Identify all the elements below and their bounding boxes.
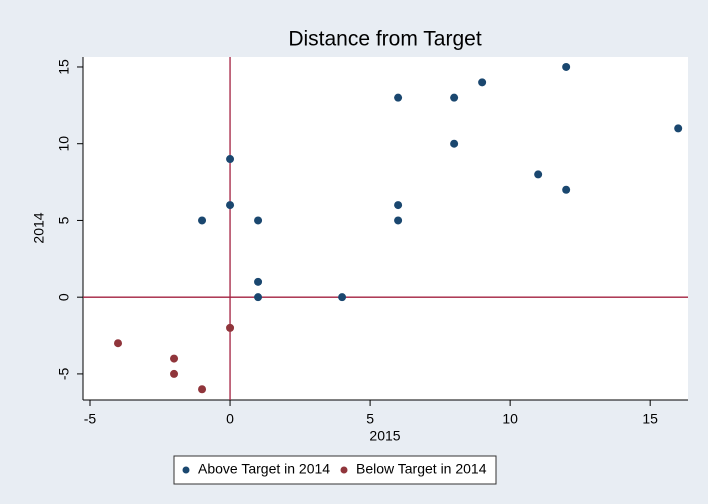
x-tick-label: 5 xyxy=(366,411,374,427)
point xyxy=(198,385,207,394)
x-axis-label: 2015 xyxy=(369,428,400,444)
point xyxy=(254,216,263,225)
chart-title: Distance from Target xyxy=(288,28,482,51)
legend-box xyxy=(173,455,497,485)
x-tick-label: 10 xyxy=(502,411,518,427)
point xyxy=(226,323,235,332)
legend-marker xyxy=(340,466,348,474)
x-tick-label: 15 xyxy=(642,411,658,427)
y-tick-label: 5 xyxy=(56,216,72,224)
x-tick-label: 0 xyxy=(226,411,234,427)
point xyxy=(394,216,403,225)
y-axis-label: 2014 xyxy=(31,212,47,243)
legend-label: Below Target in 2014 xyxy=(356,461,487,477)
legend-label: Above Target in 2014 xyxy=(198,461,330,477)
point xyxy=(114,339,123,348)
point xyxy=(450,139,459,148)
point xyxy=(338,293,347,302)
point xyxy=(254,277,263,286)
point xyxy=(562,185,571,194)
point xyxy=(170,354,179,363)
y-tick-label: 0 xyxy=(56,293,72,301)
point xyxy=(226,155,235,164)
point xyxy=(198,216,207,225)
point xyxy=(478,78,487,87)
point xyxy=(450,93,459,102)
point xyxy=(394,201,403,210)
y-tick-label: 10 xyxy=(56,136,72,152)
point xyxy=(254,293,263,302)
y-tick-label: -5 xyxy=(56,367,72,380)
point xyxy=(534,170,543,179)
x-tick-label: -5 xyxy=(84,411,97,427)
point xyxy=(226,201,235,210)
point xyxy=(674,124,683,133)
point xyxy=(170,369,179,378)
y-tick-label: 15 xyxy=(56,59,72,75)
point xyxy=(394,93,403,102)
legend-marker xyxy=(182,466,190,474)
plot-area xyxy=(83,57,688,400)
point xyxy=(562,62,571,71)
